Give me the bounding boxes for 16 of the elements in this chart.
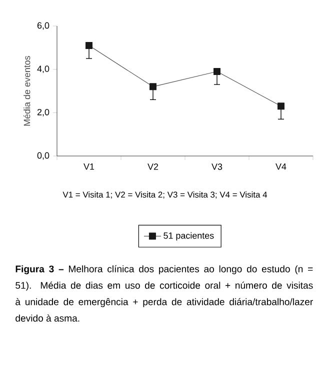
text: V1 = Visita 1; V2 = Visita 2; V3 = Visita 3; V4 = Visita 4 <box>62 191 268 199</box>
x-tick-label: V3 <box>212 164 222 170</box>
point <box>278 102 284 110</box>
text: Figura 3 – Melhora clínica dos pacientes ao longo do estudo (n = 51). Média de dias em uso de corticoide oral + número de visitas à unidade de emergência + perda de atividade diária/trabalho/lazer devido à asma. <box>16 265 313 322</box>
x-tick-label: V2 <box>148 164 158 170</box>
y-tick-label: 0,0 <box>37 152 50 160</box>
x-tick-label: V1 <box>84 164 94 170</box>
x-tick-label: V4 <box>276 164 286 170</box>
point <box>86 42 92 49</box>
y-axis-title: Média de eventos <box>23 56 30 126</box>
y-tick-label: 6,0 <box>37 22 50 30</box>
legend-label: 51 pacientes <box>164 232 214 241</box>
y-tick-label: 2,0 <box>37 108 50 116</box>
point <box>150 83 156 90</box>
point <box>214 68 220 75</box>
y-tick-label: 4,0 <box>37 66 50 74</box>
